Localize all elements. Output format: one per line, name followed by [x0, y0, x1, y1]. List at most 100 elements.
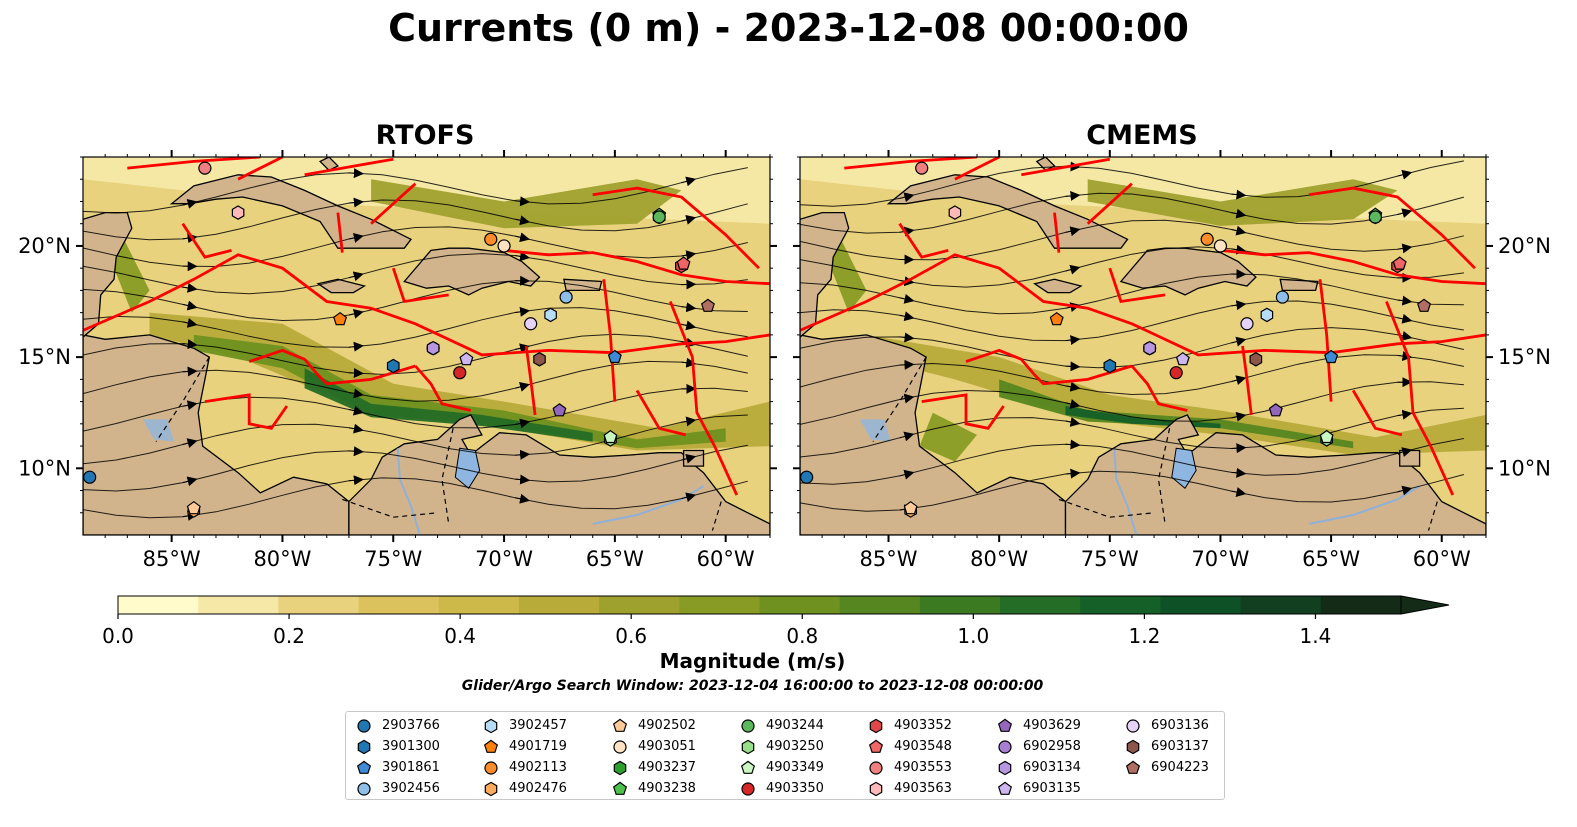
boundary-line	[1351, 389, 1403, 437]
legend-label: 3901861	[382, 760, 440, 775]
float-marker-6903134	[426, 340, 440, 356]
legend-marker-icon	[740, 760, 756, 774]
colorbar-segment	[1080, 596, 1161, 614]
legend-marker-4903250	[741, 739, 755, 754]
float-marker-2903766	[800, 470, 814, 484]
streamline-arrow	[899, 192, 915, 203]
streamline-arrow	[681, 176, 697, 187]
legend-marker-icon	[869, 718, 883, 733]
float-marker-4903563	[231, 205, 245, 220]
float-markers	[800, 161, 1432, 518]
legend-marker-6903134	[998, 760, 1012, 775]
legend-label: 4903244	[766, 718, 824, 733]
float-marker-3902456	[1275, 290, 1290, 304]
streamline-arrow	[348, 308, 364, 319]
boundary-line	[1318, 279, 1333, 402]
legend-label: 6903136	[1151, 718, 1209, 733]
streamline-arrow	[348, 423, 364, 434]
legend-marker-6903137	[1126, 739, 1140, 754]
boundary-line	[1241, 345, 1253, 416]
country-border	[872, 356, 927, 442]
legend-marker-icon	[1125, 760, 1141, 774]
legend-label: 4903350	[766, 781, 824, 796]
colorbar-tick-label: 0.8	[786, 624, 818, 648]
streamline-arrow	[1065, 226, 1081, 237]
streamline-arrow	[681, 357, 697, 368]
float-marker-4903051	[497, 239, 511, 253]
float-marker-3901300	[1103, 358, 1117, 374]
y-tick-label: 15°N	[1498, 345, 1551, 369]
float-marker-4903563	[948, 205, 962, 220]
current-magnitude-band	[999, 379, 1354, 449]
y-tick-label: 20°N	[1498, 234, 1551, 258]
legend-item: 4903349	[740, 757, 824, 778]
float-marker-3902456	[559, 290, 573, 304]
legend-marker-icon	[484, 760, 498, 775]
legend-marker-4903349	[740, 760, 756, 774]
streamline-arrow	[348, 475, 364, 486]
legend-marker-icon	[612, 718, 628, 732]
streamline-arrow	[348, 233, 364, 243]
search-window-text: Glider/Argo Search Window: 2023-12-04 16…	[461, 678, 1044, 694]
x-tick-label: 85°W	[860, 547, 918, 571]
legend-marker-icon	[613, 739, 627, 754]
colorbar: 0.0 0.2 0.4 0.6 0.8 1.0 1.2 1.4	[102, 595, 1450, 648]
streamline-arrow	[899, 393, 915, 404]
legend-item: 4903553	[868, 757, 952, 778]
legend-label: 4903238	[638, 781, 696, 796]
float-marker-4903548	[1392, 256, 1407, 270]
legend-label: 3902456	[382, 781, 440, 796]
legend-label: 4903250	[766, 739, 824, 754]
legend-column: 4902502 4903051 4903237 4903238	[612, 715, 696, 799]
boundary-line	[391, 267, 449, 304]
legend-marker-4901719	[483, 739, 499, 753]
colorbar-tick-label: 0.0	[102, 624, 134, 648]
streamline-arrow	[1065, 439, 1081, 450]
streamline-arrow	[1397, 485, 1413, 496]
legend-marker-icon	[997, 781, 1013, 795]
colorbar-tick-label: 1.0	[957, 624, 989, 648]
colorbar-segment	[198, 596, 279, 614]
legend-marker-icon	[741, 718, 755, 733]
country-border	[1058, 498, 1155, 518]
float-marker-6903136	[524, 317, 538, 331]
boundary-lines	[83, 157, 770, 496]
streamline-arrow	[1231, 300, 1247, 311]
country-border	[342, 498, 438, 518]
y-tick-label: 10°N	[1498, 456, 1551, 480]
legend-marker-4903563	[869, 781, 883, 796]
legend-marker-icon	[868, 739, 884, 753]
legend-label: 4903548	[894, 739, 952, 754]
legend-label: 4902476	[509, 781, 567, 796]
panel-title-rtofs: RTOFS	[375, 120, 475, 151]
float-marker-3901861	[607, 349, 622, 364]
streamline-arrow	[515, 474, 531, 485]
x-tick-label: 70°W	[475, 547, 533, 571]
colorbar-segment	[1000, 596, 1081, 614]
streamline-arrow	[899, 293, 915, 304]
florida-land	[214, 157, 244, 158]
boundary-line	[83, 253, 770, 357]
legend-item: 4903250	[740, 736, 824, 757]
streamline-arrow	[1397, 313, 1413, 324]
float-markers	[83, 161, 715, 518]
river	[396, 448, 421, 535]
y-tick-label: 20°N	[18, 234, 71, 258]
legend-marker-2903766	[357, 718, 371, 733]
boundary-line	[1086, 182, 1133, 225]
legend-label: 4903553	[894, 760, 952, 775]
x-tick-label: 85°W	[143, 547, 201, 571]
legend-item: 6903134	[997, 757, 1081, 778]
streamline-arrow	[1231, 411, 1247, 422]
central-america-land	[800, 334, 1067, 535]
streamline-arrow	[182, 339, 198, 350]
y-tick-label: 15°N	[18, 345, 71, 369]
streamline-arrow	[681, 250, 697, 261]
streamline-arrow	[515, 251, 531, 262]
streamline-arrow	[899, 469, 915, 480]
streamline-arrow	[515, 418, 531, 429]
legend-item: 4903352	[868, 715, 952, 736]
boundary-line	[1385, 300, 1455, 496]
streamline-arrow	[182, 300, 198, 311]
boundary-line	[503, 249, 770, 286]
